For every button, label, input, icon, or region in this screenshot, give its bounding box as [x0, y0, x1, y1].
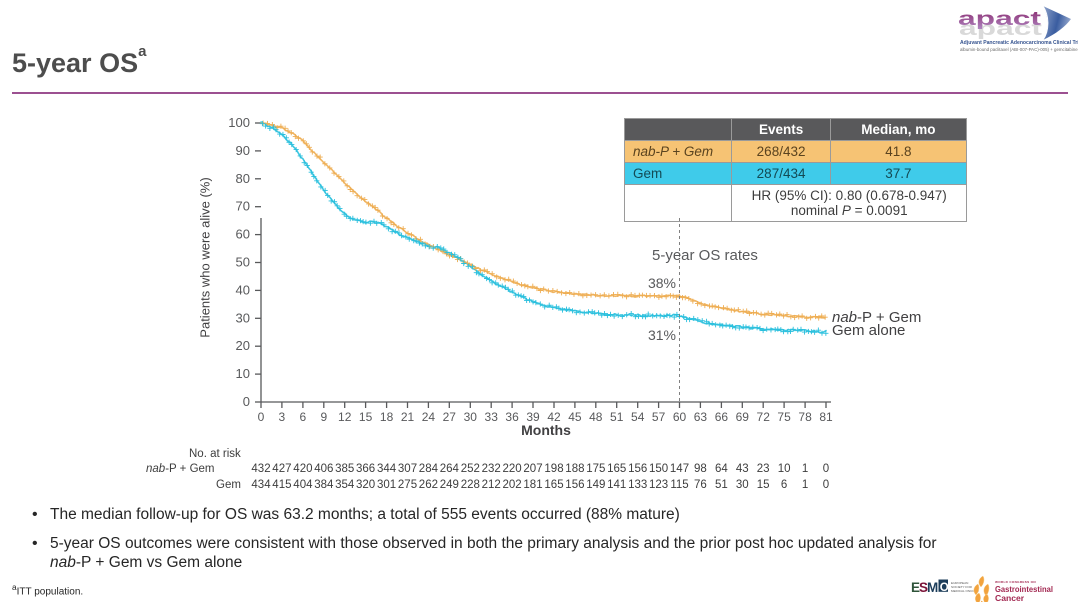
svg-text:63: 63	[694, 410, 708, 424]
svg-text:54: 54	[631, 410, 645, 424]
svg-text:66: 66	[715, 410, 729, 424]
svg-text:48: 48	[589, 410, 603, 424]
svg-text:0: 0	[243, 394, 250, 409]
svg-text:31%: 31%	[648, 327, 676, 343]
svg-text:38%: 38%	[648, 275, 676, 291]
svg-text:3: 3	[279, 410, 286, 424]
svg-text:Cancer: Cancer	[995, 593, 1025, 602]
svg-text:81: 81	[819, 410, 833, 424]
svg-text:Gem alone: Gem alone	[832, 322, 905, 339]
svg-text:6: 6	[300, 410, 307, 424]
svg-text:18: 18	[380, 410, 394, 424]
svg-text:50: 50	[236, 255, 250, 270]
svg-text:40: 40	[236, 282, 250, 297]
svg-text:78: 78	[798, 410, 812, 424]
svg-text:albumin-bound paclitaxel (ABI-: albumin-bound paclitaxel (ABI-007-PAC)-0…	[960, 47, 1078, 52]
svg-text:80: 80	[236, 171, 250, 186]
svg-text:30: 30	[236, 310, 250, 325]
svg-text:30: 30	[464, 410, 478, 424]
svg-text:12: 12	[338, 410, 352, 424]
svg-text:90: 90	[236, 143, 250, 158]
svg-text:Adjuvant Pancreatic Adenocarci: Adjuvant Pancreatic Adenocarcinoma Clini…	[960, 40, 1078, 46]
svg-text:20: 20	[236, 338, 250, 353]
svg-text:5-year OS rates: 5-year OS rates	[652, 247, 758, 264]
svg-text:70: 70	[236, 199, 250, 214]
svg-text:72: 72	[757, 410, 771, 424]
svg-text:15: 15	[359, 410, 373, 424]
svg-text:Months: Months	[521, 422, 571, 438]
svg-text:27: 27	[443, 410, 457, 424]
svg-text:57: 57	[652, 410, 666, 424]
svg-text:60: 60	[673, 410, 687, 424]
svg-text:apact: apact	[958, 9, 1042, 30]
svg-text:36: 36	[505, 410, 519, 424]
svg-text:100: 100	[228, 115, 250, 130]
svg-text:O: O	[940, 582, 949, 594]
svg-text:33: 33	[485, 410, 499, 424]
svg-text:9: 9	[320, 410, 327, 424]
svg-text:10: 10	[236, 366, 250, 381]
svg-text:60: 60	[236, 227, 250, 242]
svg-text:0: 0	[258, 410, 265, 424]
svg-text:75: 75	[777, 410, 791, 424]
svg-text:M: M	[927, 580, 938, 595]
svg-text:24: 24	[422, 410, 436, 424]
svg-text:69: 69	[736, 410, 750, 424]
svg-text:51: 51	[610, 410, 624, 424]
svg-text:21: 21	[401, 410, 415, 424]
